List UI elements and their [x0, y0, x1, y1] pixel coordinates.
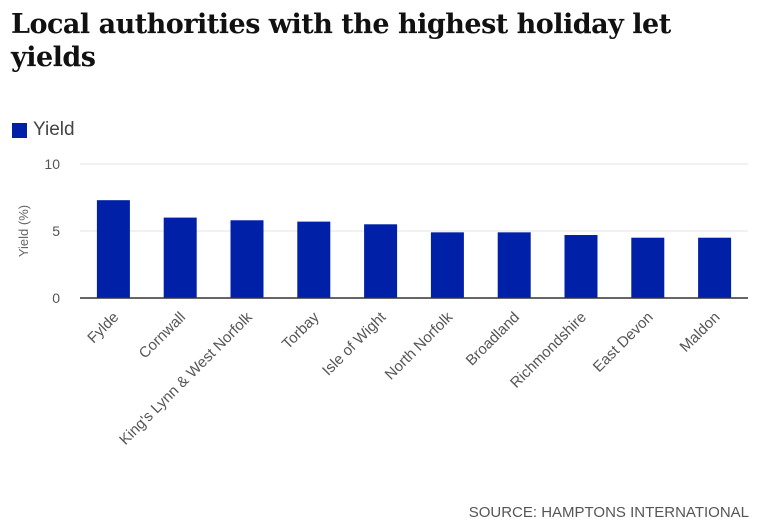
x-tick-label: Torbay	[279, 308, 323, 352]
x-tick-label: Cornwall	[136, 309, 189, 362]
y-axis-title: Yield (%)	[16, 205, 31, 257]
y-tick-label: 10	[44, 156, 60, 172]
bar	[230, 220, 264, 298]
x-tick-label: Fylde	[84, 309, 122, 347]
x-tick-label: Isle of Wight	[319, 308, 390, 379]
x-tick-label: North Norfolk	[382, 308, 457, 383]
legend-swatch	[12, 122, 27, 138]
bar	[631, 237, 665, 298]
bar	[430, 232, 464, 298]
legend: Yield	[12, 119, 75, 141]
x-tick-label: East Devon	[590, 309, 657, 376]
bar	[564, 235, 598, 298]
chart-title: Local authorities with the highest holid…	[11, 9, 671, 73]
x-tick-label: Maldon	[677, 309, 724, 356]
bar	[364, 224, 398, 298]
bar	[297, 221, 331, 298]
bar	[163, 217, 197, 298]
bar	[497, 232, 531, 298]
y-tick-label: 0	[52, 290, 60, 306]
bar	[96, 200, 130, 298]
y-tick-label: 5	[52, 223, 60, 239]
x-tick-label: Broadland	[463, 309, 523, 369]
source-note: SOURCE: HAMPTONS INTERNATIONAL	[468, 504, 749, 521]
x-tick-label: King's Lynn & West Norfolk	[116, 308, 256, 448]
bar	[698, 237, 732, 298]
legend-label: Yield	[33, 119, 75, 140]
